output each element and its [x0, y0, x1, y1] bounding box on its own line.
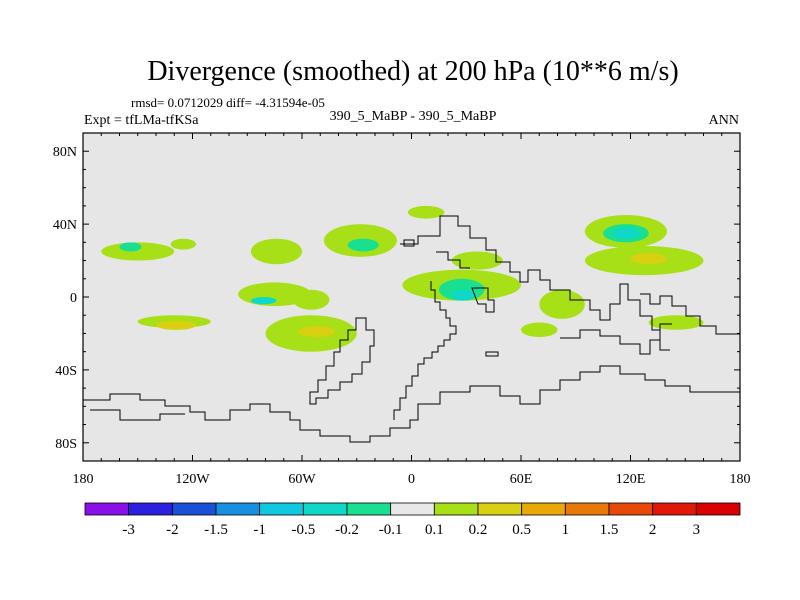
south-america-coastline: [309, 317, 375, 405]
colorbar-label-2: -1.5: [204, 522, 228, 538]
colorbar-box-7: [390, 502, 435, 516]
chart-title: Divergence (smoothed) at 200 hPa (10**6 …: [147, 56, 678, 87]
colorbar: -3 -2 -1.5 -1 -0.5 -0.2 -0.1 0.1 0.2 0.5 1 1.5 2 3: [84, 502, 741, 538]
x-tick-label-2: 60W: [288, 472, 316, 487]
divergence-region-2: [170, 238, 197, 250]
colorbar-box-0: [84, 502, 130, 516]
x-tick-label-1: 120W: [175, 472, 210, 487]
antarctica-inner: [90, 409, 185, 421]
x-tick-label-3: 0: [408, 472, 415, 487]
divergence-regions: [101, 205, 704, 352]
colorbar-label-8: 0.2: [469, 522, 488, 538]
colorbar-box-5: [302, 502, 348, 516]
colorbar-label-7: 0.1: [425, 522, 444, 538]
season-label: ANN: [709, 113, 739, 128]
colorbar-label-6: -0.1: [379, 522, 403, 538]
eurasia-coastline: [400, 215, 670, 351]
colorbar-box-10: [521, 502, 566, 516]
colorbar-label-12: 2: [649, 522, 657, 538]
divergence-region-11: [292, 289, 330, 310]
colorbar-label-10: 1: [562, 522, 570, 538]
divergence-region-24: [521, 322, 558, 338]
case-label: 390_5_MaBP - 390_5_MaBP: [330, 109, 497, 124]
southeast-asia-coastline: [640, 293, 740, 335]
rmsd-diff-stats: rmsd= 0.0712029 diff= -4.31594e-05: [131, 95, 325, 110]
x-tick-label-5: 120E: [616, 472, 646, 487]
map-background: [83, 133, 740, 461]
y-tick-label-2: 0: [70, 291, 77, 306]
colorbar-label-1: -2: [166, 522, 179, 538]
colorbar-box-12: [608, 502, 654, 516]
colorbar-label-9: 0.5: [512, 522, 531, 538]
x-axis: 180 120W 60W 0 60E 120E 180: [73, 133, 751, 487]
colorbar-label-3: -1: [253, 522, 266, 538]
colorbar-label-4: -0.5: [291, 522, 315, 538]
divergence-region-25: [648, 315, 704, 330]
x-tick-label-4: 60E: [510, 472, 533, 487]
africa-coastline: [393, 281, 457, 420]
divergence-region-17: [451, 251, 503, 270]
y-tick-label-3: 40S: [55, 364, 77, 379]
mediterranean-coastline: [436, 251, 470, 269]
continent-outlines: [83, 215, 740, 443]
colorbar-box-6: [346, 502, 392, 516]
colorbar-box-3: [215, 502, 261, 516]
divergence-region-6: [407, 205, 445, 219]
australia-coastline: [560, 323, 672, 355]
divergence-region-16: [451, 289, 476, 301]
divergence-region-1: [119, 242, 142, 252]
y-axis: 80N 40N 0 40S 80S: [53, 132, 740, 462]
colorbar-label-5: -0.2: [335, 522, 359, 538]
y-tick-label-4: 80S: [55, 437, 77, 452]
colorbar-box-8: [433, 502, 479, 516]
antarctica-coastline: [83, 365, 740, 443]
experiment-label: Expt = tfLMa-tfKSa: [84, 113, 199, 128]
arabia-coastline: [471, 287, 495, 313]
divergence-region-13: [298, 326, 335, 338]
divergence-region-5: [347, 238, 379, 252]
x-tick-label-0: 180: [73, 472, 94, 487]
colorbar-box-9: [477, 502, 523, 516]
divergence-region-8: [156, 320, 197, 330]
colorbar-box-11: [564, 502, 610, 516]
divergence-region-10: [250, 297, 277, 305]
divergence-region-22: [630, 253, 667, 265]
y-tick-label-0: 80N: [53, 145, 77, 160]
divergence-region-3: [250, 238, 302, 265]
colorbar-box-2: [171, 502, 217, 516]
island-outline-1: [485, 351, 499, 357]
colorbar-box-13: [652, 502, 697, 516]
y-tick-label-1: 40N: [53, 218, 77, 233]
colorbar-box-14: [695, 502, 741, 516]
x-tick-label-6: 180: [730, 472, 751, 487]
divergence-region-23: [539, 289, 585, 319]
colorbar-box-1: [128, 502, 173, 516]
colorbar-label-11: 1.5: [600, 522, 619, 538]
island-outline-2: [403, 239, 415, 247]
colorbar-label-0: -3: [122, 522, 135, 538]
divergence-region-20: [612, 227, 640, 239]
colorbar-label-13: 3: [693, 522, 701, 538]
colorbar-box-4: [259, 502, 304, 516]
